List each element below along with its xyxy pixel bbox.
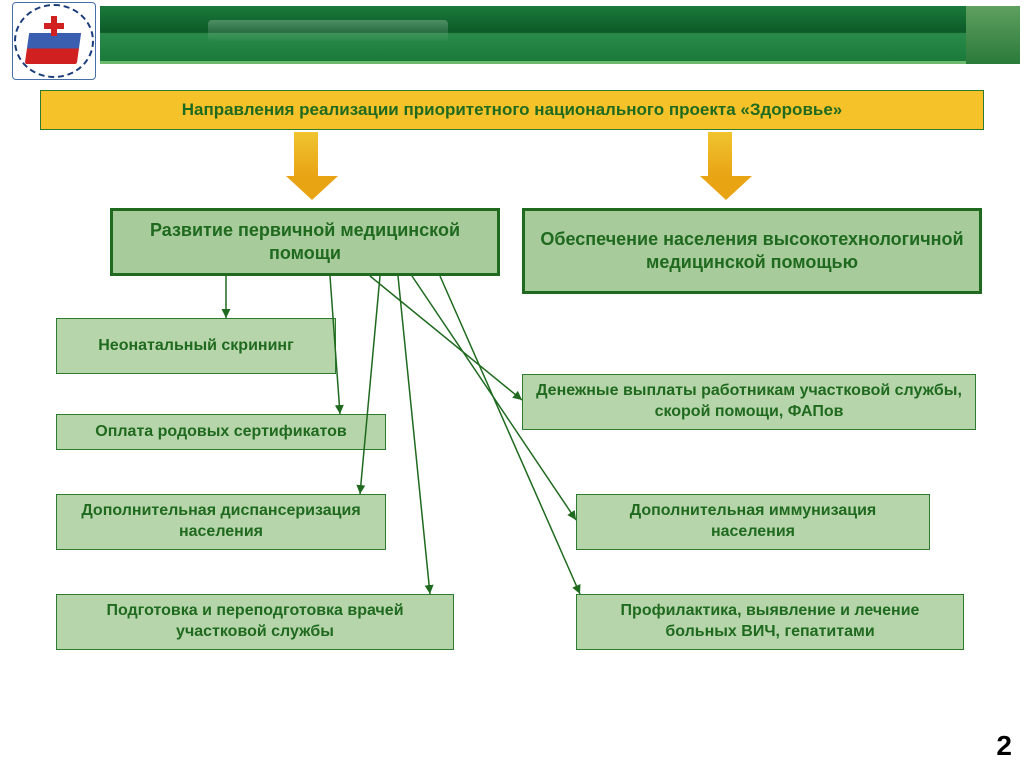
head-box-left-text: Развитие первичной медицинской помощи [125, 219, 485, 266]
sub-birthcert: Оплата родовых сертификатов [56, 414, 386, 450]
sub-dispans: Дополнительная диспансеризация населения [56, 494, 386, 550]
arrow-down-left [286, 132, 326, 200]
title-text: Направления реализации приоритетного нац… [182, 100, 843, 120]
sub-immun-text: Дополнительная иммунизация населения [589, 501, 917, 543]
sub-birthcert-text: Оплата родовых сертификатов [95, 422, 346, 443]
sub-payments-text: Денежные выплаты работникам участковой с… [535, 381, 963, 423]
head-box-left: Развитие первичной медицинской помощи [110, 208, 500, 276]
arrow-down-right [700, 132, 740, 200]
sub-payments: Денежные выплаты работникам участковой с… [522, 374, 976, 430]
head-box-right: Обеспечение населения высокотехнологично… [522, 208, 982, 294]
sub-hiv-text: Профилактика, выявление и лечение больны… [589, 601, 951, 643]
project-logo [12, 2, 96, 80]
head-box-right-text: Обеспечение населения высокотехнологично… [537, 228, 967, 275]
header-highlight [208, 20, 448, 42]
sub-immun: Дополнительная иммунизация населения [576, 494, 930, 550]
page-number: 2 [996, 730, 1012, 762]
sub-hiv: Профилактика, выявление и лечение больны… [576, 594, 964, 650]
sub-training: Подготовка и переподготовка врачей участ… [56, 594, 454, 650]
sub-dispans-text: Дополнительная диспансеризация населения [69, 501, 373, 543]
sub-training-text: Подготовка и переподготовка врачей участ… [69, 601, 441, 643]
sub-neonatal-text: Неонатальный скрининг [98, 336, 293, 357]
header-cap [966, 6, 1020, 64]
sub-neonatal: Неонатальный скрининг [56, 318, 336, 374]
title-band: Направления реализации приоритетного нац… [40, 90, 984, 130]
header-bar [100, 6, 1020, 64]
